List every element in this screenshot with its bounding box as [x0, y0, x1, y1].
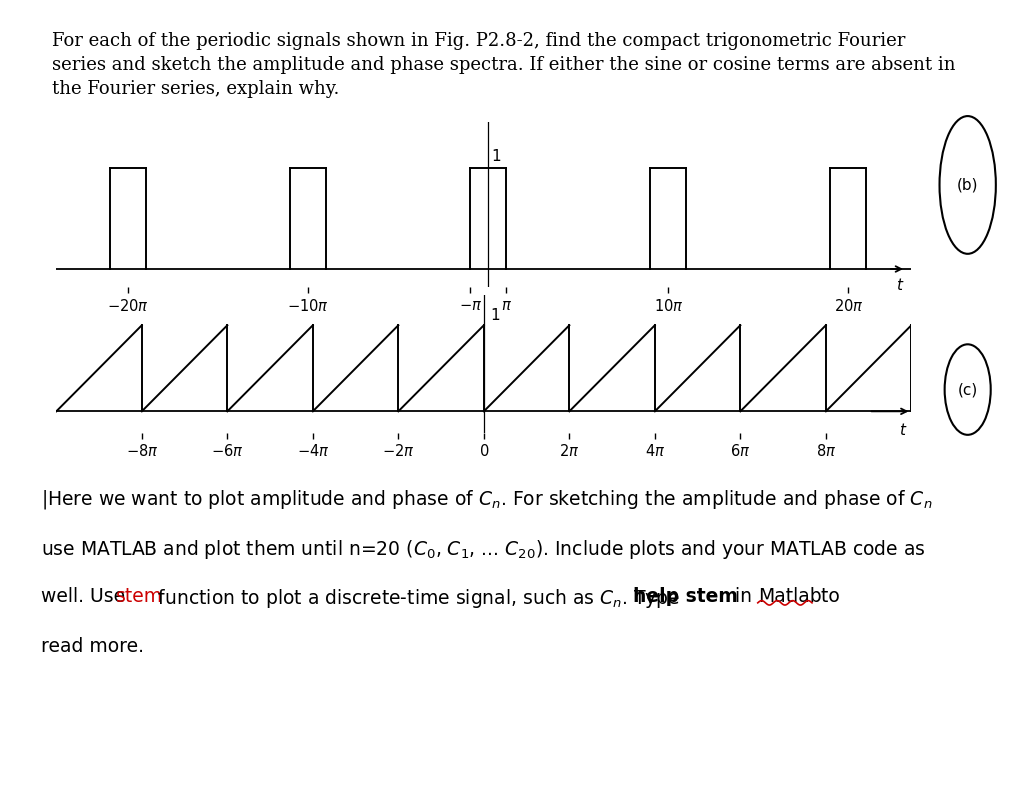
Text: to: to: [815, 587, 840, 606]
Text: stem: stem: [116, 587, 163, 606]
Text: (b): (b): [957, 177, 978, 193]
Text: For each of the periodic signals shown in Fig. P2.8-2, find the compact trigonom: For each of the periodic signals shown i…: [52, 32, 906, 50]
Text: (c): (c): [957, 382, 978, 397]
Text: 1: 1: [492, 149, 501, 164]
Text: the Fourier series, explain why.: the Fourier series, explain why.: [52, 79, 340, 98]
Text: Matlab: Matlab: [758, 587, 821, 606]
Text: 1: 1: [490, 308, 500, 323]
Text: well. Use: well. Use: [41, 587, 131, 606]
Text: in: in: [729, 587, 758, 606]
Text: series and sketch the amplitude and phase spectra. If either the sine or cosine : series and sketch the amplitude and phas…: [52, 56, 955, 74]
Text: help stem: help stem: [633, 587, 737, 606]
Text: $t$: $t$: [899, 422, 907, 438]
Text: read more.: read more.: [41, 637, 144, 656]
Text: $t$: $t$: [896, 277, 905, 293]
Text: function to plot a discrete-time signal, such as $C_n$. Type: function to plot a discrete-time signal,…: [152, 587, 681, 610]
Text: $|$Here we want to plot amplitude and phase of $C_n$. For sketching the amplitud: $|$Here we want to plot amplitude and ph…: [41, 488, 933, 511]
Text: use MATLAB and plot them until n=20 ($C_0$, $C_1$, ... $C_{20}$). Include plots : use MATLAB and plot them until n=20 ($C_…: [41, 538, 926, 560]
